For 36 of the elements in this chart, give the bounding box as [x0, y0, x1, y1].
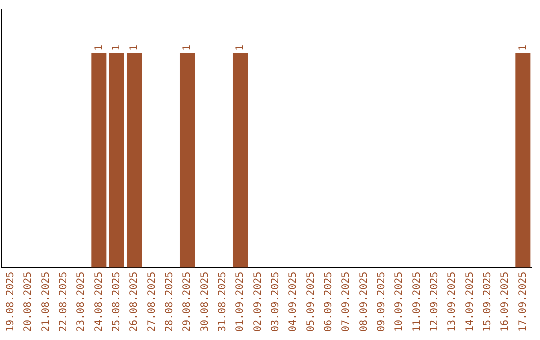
x-tick-label: 22.08.2025 [58, 272, 70, 332]
x-tick-label: 03.09.2025 [270, 272, 282, 332]
x-tick-label: 08.09.2025 [358, 272, 370, 332]
x-tick-label: 14.09.2025 [464, 272, 476, 332]
x-tick-label: 17.09.2025 [518, 272, 529, 332]
data-label: 1 [94, 44, 105, 51]
data-label: 1 [235, 44, 246, 51]
x-tick-label: 28.08.2025 [164, 272, 176, 332]
x-tick-label: 09.09.2025 [376, 272, 388, 332]
x-tick-label: 31.08.2025 [217, 272, 228, 332]
x-tick-label: 16.09.2025 [500, 272, 512, 332]
data-label: 1 [111, 44, 122, 51]
x-tick-label: 27.08.2025 [146, 272, 158, 332]
x-tick-label: 04.09.2025 [288, 272, 300, 332]
x-tick-label: 19.08.2025 [5, 272, 16, 332]
x-tick-label: 02.09.2025 [252, 272, 264, 332]
x-tick-label: 21.08.2025 [40, 272, 52, 332]
data-label: 1 [129, 44, 140, 51]
x-tick-label: 01.09.2025 [235, 272, 246, 332]
x-tick-label: 07.09.2025 [341, 272, 352, 332]
x-tick-label: 25.08.2025 [111, 272, 122, 332]
x-tick-label: 24.08.2025 [94, 272, 105, 332]
x-tick-label: 26.08.2025 [129, 272, 140, 332]
x-tick-label: 06.09.2025 [323, 272, 334, 332]
x-tick-label: 12.09.2025 [429, 272, 440, 332]
x-tick-label: 10.09.2025 [394, 272, 406, 332]
data-label: 1 [518, 44, 529, 51]
x-tick-label: 15.09.2025 [482, 272, 494, 332]
x-tick-label: 20.08.2025 [23, 272, 34, 332]
data-label: 1 [182, 44, 194, 51]
x-tick-label: 05.09.2025 [306, 272, 317, 332]
x-tick-label: 13.09.2025 [447, 272, 458, 332]
x-tick-label: 29.08.2025 [182, 272, 194, 332]
x-tick-label: 30.08.2025 [200, 272, 211, 332]
x-tick-label: 11.09.2025 [412, 272, 423, 332]
x-tick-label: 23.08.2025 [76, 272, 88, 332]
